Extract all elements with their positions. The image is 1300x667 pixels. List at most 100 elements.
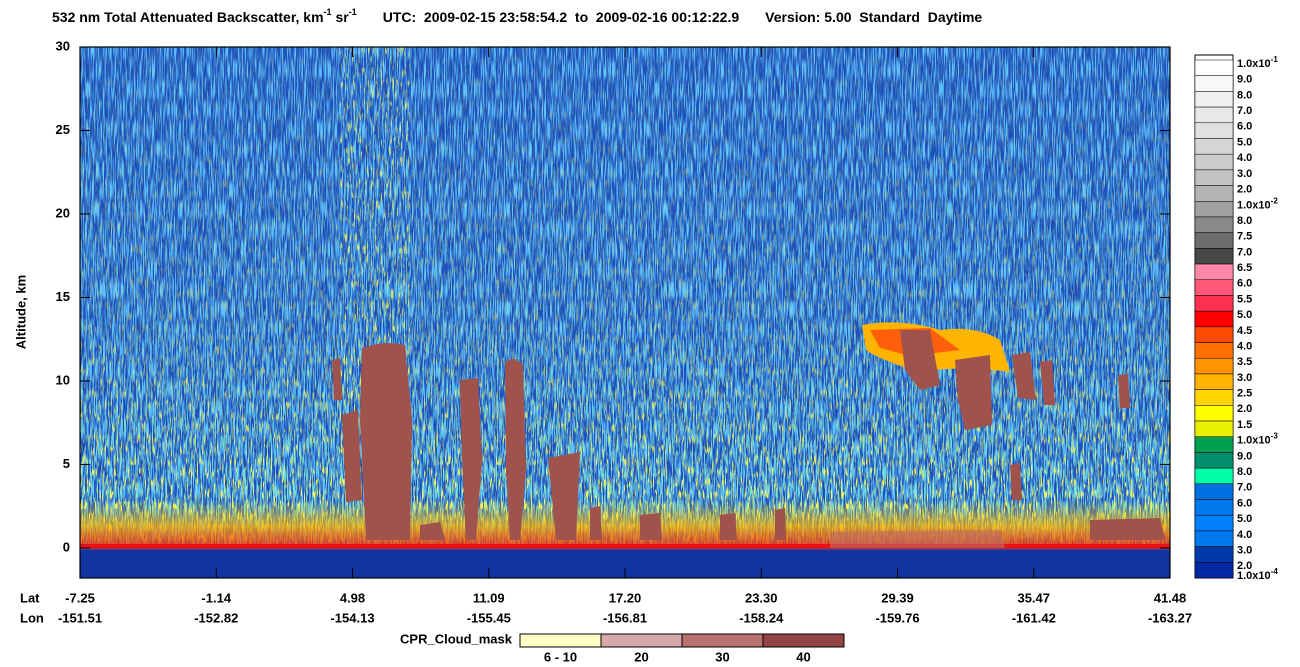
y-tick-label: 0	[63, 539, 70, 554]
colorbar-label: 6.0	[1237, 121, 1252, 133]
colorbar-label: 1.0x10-4	[1237, 567, 1278, 582]
x-tick-label: 11.09	[473, 590, 505, 605]
x-tick-label: -159.76	[875, 610, 919, 625]
x-tick-label: -156.81	[603, 610, 647, 625]
colorbar-label: 9.0	[1237, 450, 1252, 462]
colorbar-label-part: 1.0x10	[1237, 570, 1271, 582]
colorbar-label-exp: -2	[1271, 196, 1279, 205]
cloud-mask-swatch	[519, 633, 602, 648]
x-tick-label: 29.39	[881, 590, 914, 605]
colorbar-swatch	[1194, 562, 1234, 579]
colorbar-label-exp: -4	[1271, 567, 1279, 576]
x-row-label: Lat	[20, 590, 40, 605]
colorbar-label: 1.5	[1237, 419, 1252, 431]
title-part: sr	[332, 9, 350, 25]
cloud-mask-swatch	[681, 633, 764, 648]
cloud-mask-class: 20	[634, 649, 648, 664]
colorbar-label: 7.0	[1237, 482, 1252, 494]
colorbar-swatch	[1194, 405, 1234, 422]
x-tick-label: 4.98	[340, 590, 365, 605]
colorbar-label-part: 1.0x10	[1237, 58, 1271, 70]
colorbar-label: 5.0	[1237, 513, 1252, 525]
colorbar-label-exp: -3	[1271, 431, 1279, 440]
colorbar-label: 4.5	[1237, 325, 1252, 337]
x-tick-label: -154.13	[330, 610, 374, 625]
colorbar-label: 7.5	[1237, 231, 1252, 243]
colorbar-label-exp: -1	[1271, 55, 1279, 64]
colorbar-swatch	[1194, 263, 1234, 281]
colorbar-label: 8.0	[1237, 466, 1252, 478]
colorbar-swatch	[1194, 295, 1234, 312]
x-row-label: Lon	[20, 610, 44, 625]
colorbar-label: 7.0	[1237, 105, 1252, 117]
colorbar-label: 4.0	[1237, 340, 1252, 352]
title-part: -1	[324, 7, 332, 17]
colorbar-label: 5.5	[1237, 293, 1252, 305]
colorbar-label: 6.0	[1237, 278, 1252, 290]
colorbar-label: 8.0	[1237, 89, 1252, 101]
x-tick-label: -152.82	[194, 610, 238, 625]
colorbar-label: 5.0	[1237, 136, 1252, 148]
colorbar-swatch	[1194, 91, 1234, 108]
colorbar-swatch	[1194, 248, 1234, 265]
colorbar-swatch	[1194, 373, 1234, 390]
cloud-mask-class: 6 - 10	[544, 649, 577, 664]
x-tick-label: -161.42	[1012, 610, 1056, 625]
colorbar-swatch	[1194, 326, 1234, 343]
colorbar-swatch	[1194, 389, 1234, 406]
colorbar-swatch	[1194, 185, 1234, 202]
x-tick-label: 23.30	[745, 590, 778, 605]
colorbar-label: 3.0	[1237, 545, 1252, 557]
colorbar-swatch	[1194, 216, 1234, 233]
colorbar-label: 2.5	[1237, 388, 1252, 400]
y-tick-label: 10	[56, 372, 70, 387]
colorbar-label: 2.0	[1237, 403, 1252, 415]
colorbar-swatch	[1194, 342, 1234, 359]
chart-title: 532 nm Total Attenuated Backscatter, km-…	[52, 7, 982, 24]
title-part: Version: 5.00 Standard Daytime	[765, 9, 982, 25]
colorbar-label: 3.0	[1237, 372, 1252, 384]
colorbar-label: 1.0x10-2	[1237, 196, 1278, 211]
colorbar-label: 7.0	[1237, 246, 1252, 258]
y-tick-label: 15	[56, 289, 70, 304]
title-part: 532 nm Total Attenuated Backscatter, km	[52, 9, 324, 25]
colorbar-label-part: 1.0x10	[1237, 435, 1271, 447]
colorbar-swatch	[1194, 499, 1234, 516]
colorbar-label-part: 1.0x10	[1237, 199, 1271, 211]
colorbar-label: 6.5	[1237, 262, 1252, 274]
colorbar-label: 4.0	[1237, 152, 1252, 164]
cloud-mask-class: 30	[715, 649, 729, 664]
colorbar-swatch	[1194, 201, 1234, 218]
x-tick-label: 17.20	[609, 590, 642, 605]
colorbar-swatch	[1194, 436, 1234, 453]
x-tick-label: -163.27	[1148, 610, 1192, 625]
cloud-mask-swatch	[762, 633, 845, 648]
x-tick-label: -1.14	[201, 590, 231, 605]
colorbar-label: 2.0	[1237, 183, 1252, 195]
cloud-mask-swatch	[600, 633, 683, 648]
colorbar-swatch	[1194, 138, 1234, 155]
y-tick-label: 25	[56, 122, 70, 137]
colorbar-swatch	[1194, 310, 1234, 328]
x-tick-label: -7.25	[65, 590, 95, 605]
colorbar-label: 3.0	[1237, 168, 1252, 180]
colorbar-swatch	[1194, 452, 1234, 469]
colorbar-label: 8.0	[1237, 215, 1252, 227]
colorbar-swatch	[1194, 546, 1234, 563]
title-part: UTC: 2009-02-15 23:58:54.2 to 2009-02-16…	[383, 9, 740, 25]
colorbar-swatch	[1194, 530, 1234, 547]
colorbar-swatch	[1194, 169, 1234, 186]
x-tick-label: -158.24	[739, 610, 784, 625]
y-tick-label: 30	[56, 38, 70, 53]
colorbar-swatch	[1194, 153, 1234, 171]
colorbar-swatch	[1194, 514, 1234, 532]
colorbar-swatch	[1194, 59, 1234, 76]
colorbar-label: 1.0x10-1	[1237, 55, 1278, 70]
colorbar-swatch	[1194, 279, 1234, 296]
colorbar-label: 5.0	[1237, 309, 1252, 321]
colorbar-swatch	[1194, 122, 1234, 139]
colorbar-label: 1.0x10-3	[1237, 431, 1278, 446]
colorbar-label: 3.5	[1237, 356, 1252, 368]
colorbar-swatch	[1194, 483, 1234, 500]
